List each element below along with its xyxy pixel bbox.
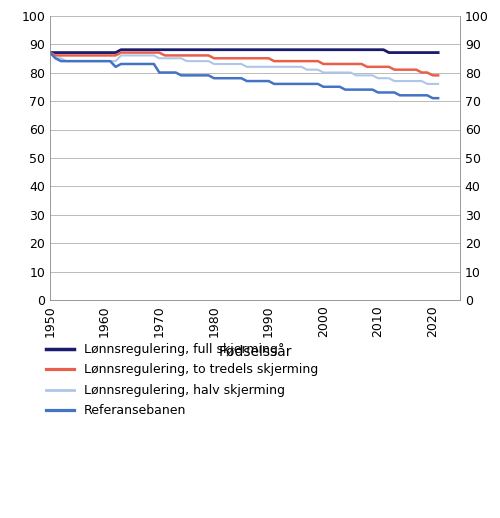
Lønnsregulering, to tredels skjerming — [310, 58, 316, 64]
Line: Referansebanen: Referansebanen — [50, 52, 438, 98]
Lønnsregulering, halv skjerming — [178, 55, 184, 61]
Lønnsregulering, to tredels skjerming — [47, 49, 53, 55]
Lønnsregulering, halv skjerming — [266, 64, 272, 70]
Line: Lønnsregulering, to tredels skjerming: Lønnsregulering, to tredels skjerming — [50, 52, 438, 76]
Lønnsregulering, to tredels skjerming — [266, 55, 272, 61]
Lønnsregulering, to tredels skjerming — [435, 73, 441, 79]
Lønnsregulering, halv skjerming — [435, 81, 441, 87]
Lønnsregulering, halv skjerming — [140, 52, 146, 59]
Referansebanen — [102, 58, 107, 64]
Referansebanen — [47, 49, 53, 55]
Referansebanen — [435, 95, 441, 101]
Lønnsregulering, full skjerming — [298, 47, 304, 53]
Legend: Lønnsregulering, full skjerming, Lønnsregulering, to tredels skjerming, Lønnsreg: Lønnsregulering, full skjerming, Lønnsre… — [46, 343, 318, 418]
Line: Lønnsregulering, halv skjerming: Lønnsregulering, halv skjerming — [50, 52, 438, 84]
Line: Lønnsregulering, full skjerming: Lønnsregulering, full skjerming — [50, 50, 438, 52]
X-axis label: Fødselssår: Fødselssår — [218, 346, 292, 359]
Lønnsregulering, full skjerming — [146, 47, 152, 53]
Lønnsregulering, full skjerming — [47, 49, 53, 55]
Referansebanen — [140, 61, 146, 67]
Lønnsregulering, full skjerming — [184, 47, 190, 53]
Lønnsregulering, halv skjerming — [310, 66, 316, 73]
Lønnsregulering, full skjerming — [118, 47, 124, 53]
Lønnsregulering, to tredels skjerming — [140, 49, 146, 55]
Referansebanen — [310, 81, 316, 87]
Lønnsregulering, full skjerming — [271, 47, 277, 53]
Lønnsregulering, to tredels skjerming — [178, 52, 184, 59]
Referansebanen — [430, 95, 436, 101]
Lønnsregulering, halv skjerming — [102, 58, 107, 64]
Lønnsregulering, full skjerming — [435, 49, 441, 55]
Referansebanen — [293, 81, 299, 87]
Lønnsregulering, full skjerming — [102, 49, 107, 55]
Referansebanen — [266, 78, 272, 84]
Lønnsregulering, halv skjerming — [424, 81, 430, 87]
Lønnsregulering, to tredels skjerming — [430, 73, 436, 79]
Lønnsregulering, full skjerming — [315, 47, 321, 53]
Lønnsregulering, to tredels skjerming — [293, 58, 299, 64]
Lønnsregulering, to tredels skjerming — [102, 52, 107, 59]
Lønnsregulering, halv skjerming — [47, 49, 53, 55]
Referansebanen — [178, 73, 184, 79]
Lønnsregulering, halv skjerming — [293, 64, 299, 70]
